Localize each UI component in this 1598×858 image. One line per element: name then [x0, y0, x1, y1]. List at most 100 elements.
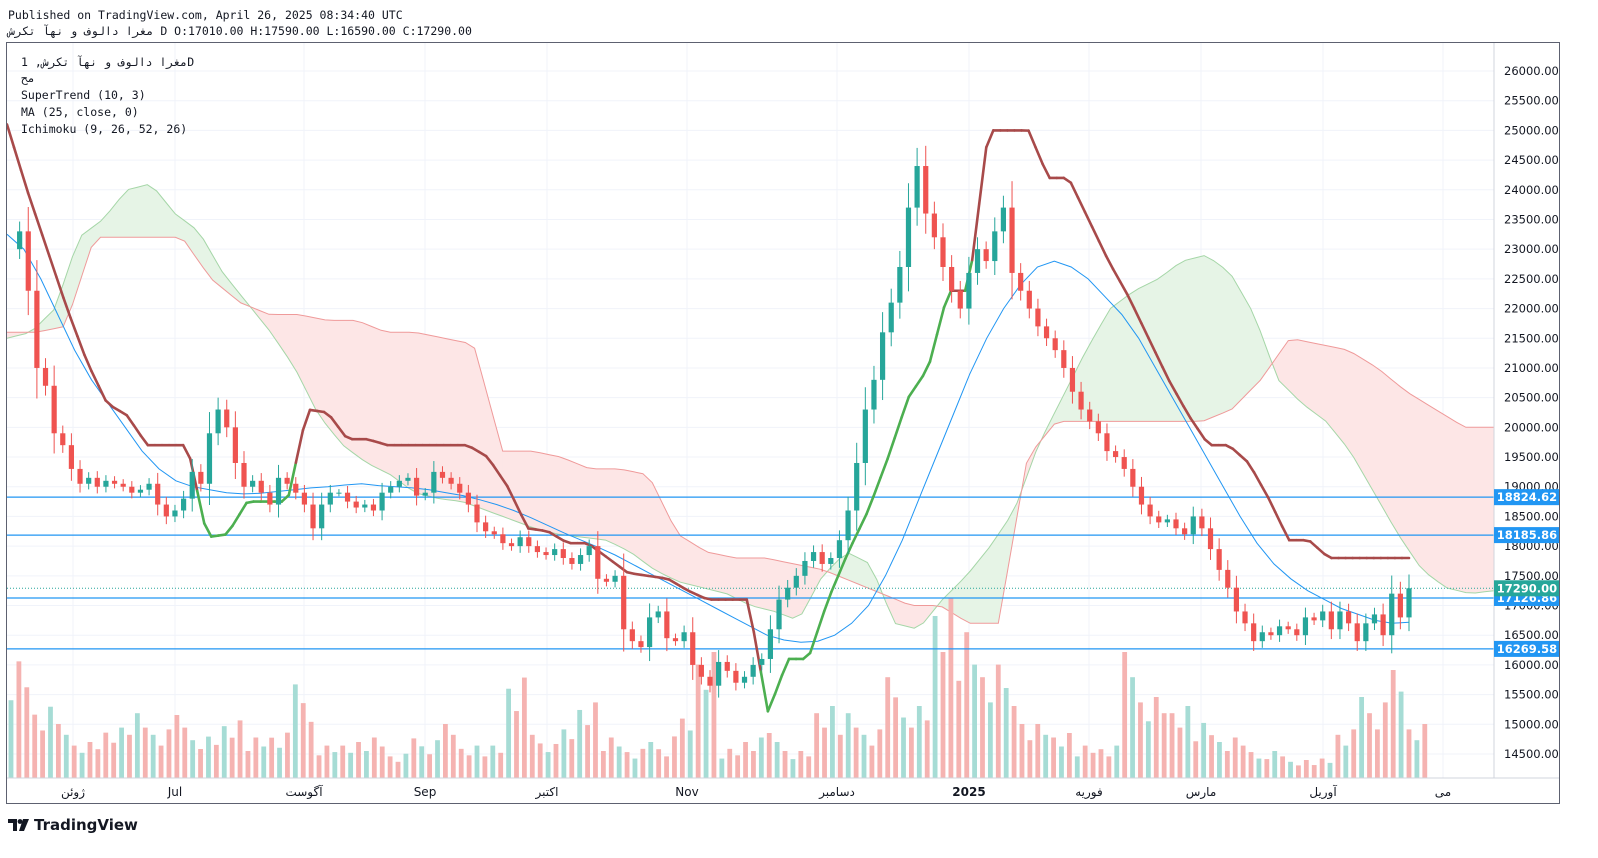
candle-body [51, 385, 57, 434]
candle-body [897, 266, 903, 303]
chart-canvas[interactable]: 14500.00 15000.00 15500.00 16000.00 16500.00… [7, 43, 1559, 803]
candle-body [543, 552, 549, 556]
volume-bar [253, 737, 259, 778]
candle-body [1112, 451, 1119, 458]
supertrend-segment [224, 524, 234, 536]
cloud-segment [1241, 292, 1252, 400]
cloud-segment [689, 541, 700, 587]
supertrend-segment [970, 202, 981, 262]
volume-bar [174, 715, 180, 778]
supertrend-segment [907, 385, 918, 399]
supertrend-segment [1189, 417, 1199, 431]
legend-supertrend[interactable]: SuperTrend (10, 3) [21, 88, 146, 102]
candle-body [1397, 593, 1403, 618]
cloud-segment [296, 314, 307, 391]
supertrend-segment [125, 413, 136, 427]
cloud-segment [801, 565, 812, 614]
candle-body [120, 483, 126, 487]
candle-body [577, 555, 584, 564]
cloud-segment [343, 320, 354, 453]
volume-bar [1375, 729, 1380, 778]
volume-bar [521, 677, 527, 778]
supertrend-segment [674, 582, 685, 590]
supertrend-segment [512, 499, 523, 517]
y-tick-label: 18500.00 [1504, 509, 1559, 523]
candle-body [198, 471, 204, 484]
volume-bar [87, 742, 93, 778]
y-tick-label: 16000.00 [1504, 658, 1559, 672]
candle-body [250, 480, 256, 487]
candle-body [1000, 207, 1007, 232]
supertrend [7, 123, 1411, 713]
candle-body [396, 480, 402, 487]
volume-bar [261, 746, 267, 778]
supertrend-segment [1280, 525, 1291, 542]
candle-body [810, 552, 817, 561]
cloud-segment [334, 320, 345, 446]
volume-bar [32, 714, 38, 778]
candle-body [1173, 519, 1179, 529]
legend-ichimoku[interactable]: Ichimoku (9, 26, 52, 26) [21, 122, 188, 136]
volume-bar [1303, 760, 1309, 778]
volume-bar [585, 725, 590, 778]
candle-body [1207, 528, 1214, 550]
cloud-segment [848, 553, 859, 585]
candle-body [267, 492, 273, 505]
candle-body [1156, 516, 1162, 523]
cloud-segment [147, 184, 158, 238]
volume-bar [1335, 734, 1341, 778]
supertrend-segment [1182, 405, 1192, 420]
candle-body [310, 504, 316, 529]
cloud-segment [1391, 379, 1401, 538]
supertrend-segment [83, 353, 93, 373]
volume-bar [553, 743, 559, 778]
candle-body [646, 617, 653, 648]
volume-bar [1043, 734, 1049, 778]
supertrend-segment [33, 212, 44, 237]
supertrend-segment [942, 289, 953, 309]
candle-body [215, 409, 221, 434]
volume-bar [924, 720, 930, 778]
supertrend-segment [294, 429, 305, 465]
supertrend-segment [837, 557, 847, 577]
supertrend-segment [1259, 483, 1270, 499]
volume-bar [711, 652, 717, 778]
supertrend-segment [287, 461, 298, 497]
y-tick-label: 16500.00 [1504, 628, 1559, 642]
level-label-box [1494, 527, 1559, 544]
supertrend-segment [238, 501, 248, 516]
candle-body [1164, 519, 1170, 523]
supertrend-segment [118, 409, 129, 417]
cloud-segment [156, 190, 167, 238]
legend-ma[interactable]: MA (25, close, 0) [21, 105, 139, 119]
cloud-segment [72, 235, 83, 305]
candle-body [1078, 391, 1084, 410]
cloud-segment [1325, 345, 1336, 433]
cloud-segment [455, 340, 466, 503]
candle-body [111, 480, 118, 484]
chart-frame[interactable]: 14500.00 15000.00 15500.00 16000.00 16500.00… [6, 42, 1560, 804]
volume-bar [490, 745, 496, 778]
volume-bar [822, 727, 827, 778]
supertrend-segment [1224, 443, 1235, 451]
supertrend-segment [76, 334, 86, 357]
tradingview-footer[interactable]: TradingView [8, 816, 138, 834]
candle-body [1294, 629, 1300, 636]
candle-body [1216, 549, 1222, 570]
candle-body [776, 599, 782, 630]
candle-body [327, 492, 333, 505]
volume-bar [632, 758, 638, 778]
volume-bar [545, 752, 551, 778]
volume-bar [1288, 761, 1293, 778]
supertrend-segment [1147, 336, 1157, 354]
supertrend-segment [202, 522, 213, 538]
cloud-segment [839, 553, 850, 581]
cloud-segment [1250, 308, 1261, 390]
candle-body [1061, 350, 1067, 368]
volume-bar [1019, 724, 1025, 778]
volume-bar [48, 706, 53, 778]
candle-body [534, 546, 541, 553]
cloud-segment [119, 189, 130, 238]
candle-body [94, 477, 100, 487]
x-tick-label: Sep [414, 785, 437, 799]
